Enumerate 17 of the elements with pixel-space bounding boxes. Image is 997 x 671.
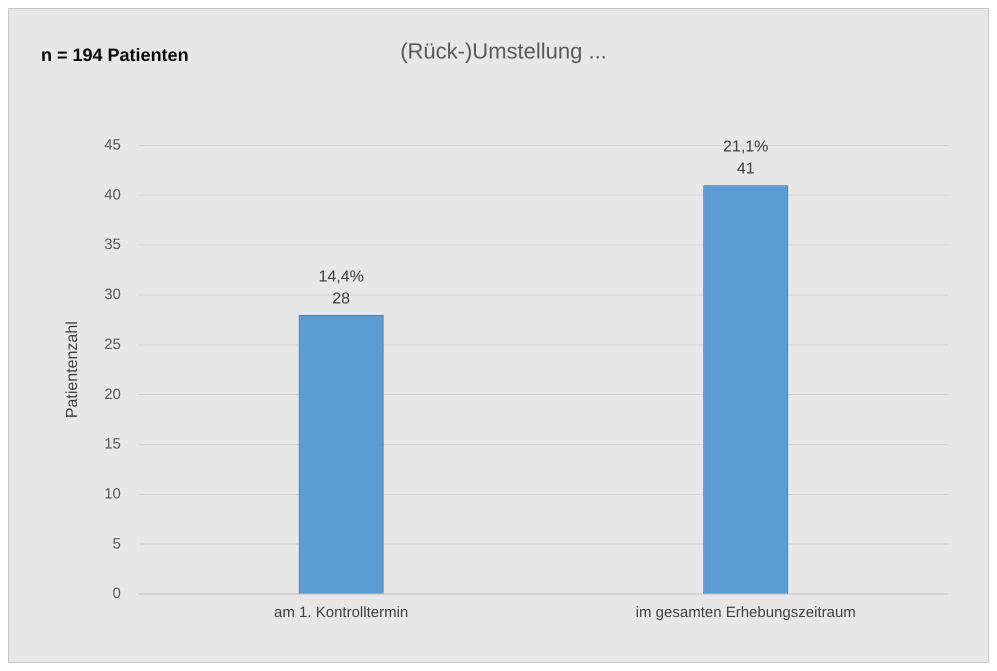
- y-tick-label: 0: [112, 585, 121, 602]
- chart-title: (Rück-)Umstellung ...: [400, 38, 607, 64]
- y-tick-label: 10: [104, 485, 121, 502]
- y-tick-label: 30: [104, 286, 121, 304]
- data-label: 14,4% 28: [318, 268, 364, 308]
- x-tick-label: im gesamten Erhebungszeitraum: [636, 604, 856, 622]
- y-tick-label: 15: [104, 436, 121, 453]
- text: n = 194 Patienten: [41, 44, 189, 65]
- y-tick-label: 35: [104, 236, 121, 254]
- y-tick-label: 25: [104, 336, 121, 353]
- x-tick-label: am 1. Kontrolltermin: [274, 604, 408, 622]
- y-axis-title: Patientenzahl: [64, 321, 82, 418]
- y-tick-label: 40: [104, 186, 121, 204]
- y-tick-label: 20: [104, 386, 121, 403]
- y-tick-label: 5: [112, 535, 121, 552]
- data-label: 21,1% 41: [723, 138, 768, 178]
- y-tick-label: 45: [104, 136, 121, 154]
